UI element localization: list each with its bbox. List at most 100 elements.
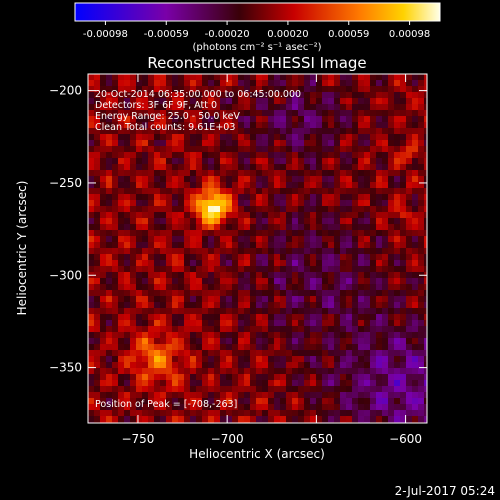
heatmap-cell (382, 362, 389, 369)
heatmap-cell (118, 146, 125, 153)
heatmap-cell (340, 212, 347, 219)
heatmap-cell (160, 146, 167, 153)
heatmap-cell (370, 164, 377, 171)
heatmap-cell (334, 200, 341, 207)
heatmap-cell (352, 128, 359, 135)
heatmap-cell (358, 242, 365, 249)
heatmap-cell (256, 260, 263, 267)
heatmap-cell (226, 302, 233, 309)
heatmap-cell (328, 344, 335, 351)
heatmap-cell (166, 266, 173, 273)
heatmap-cell (292, 134, 299, 141)
heatmap-cell (340, 320, 347, 327)
heatmap-cell (358, 194, 365, 201)
heatmap-cell (274, 368, 281, 375)
heatmap-cell (238, 104, 245, 111)
heatmap-cell (268, 164, 275, 171)
heatmap-cell (286, 404, 293, 411)
heatmap-cell (208, 116, 215, 123)
heatmap-cell (328, 308, 335, 315)
heatmap-cell (280, 320, 287, 327)
heatmap-cell (400, 74, 407, 81)
heatmap-cell (388, 86, 395, 93)
heatmap-cell (262, 314, 269, 321)
heatmap-cell (400, 158, 407, 165)
heatmap-cell (202, 278, 209, 285)
heatmap-cell (346, 110, 353, 117)
heatmap-cell (160, 248, 167, 255)
heatmap-cell (130, 332, 137, 339)
heatmap-cell (196, 230, 203, 237)
heatmap-cell (244, 326, 251, 333)
heatmap-cell (226, 188, 233, 195)
heatmap-cell (136, 188, 143, 195)
heatmap-cell (370, 260, 377, 267)
heatmap-cell (100, 116, 107, 123)
heatmap-cell (376, 92, 383, 99)
heatmap-cell (388, 212, 395, 219)
heatmap-cell (142, 380, 149, 387)
heatmap-cell (112, 260, 119, 267)
heatmap-cell (286, 212, 293, 219)
heatmap-cell (412, 368, 419, 375)
heatmap-cell (94, 362, 101, 369)
heatmap-cell (88, 410, 95, 417)
heatmap-cell (322, 182, 329, 189)
heatmap-cell (424, 218, 427, 225)
heatmap-cell (394, 338, 401, 345)
heatmap-cell (250, 332, 257, 339)
heatmap-cell (358, 236, 365, 243)
heatmap-cell (358, 128, 365, 135)
heatmap-cell (412, 170, 419, 177)
heatmap-cell (268, 320, 275, 327)
heatmap-cell (214, 110, 221, 117)
heatmap-cell (148, 266, 155, 273)
heatmap-cell (178, 98, 185, 105)
heatmap-cell (244, 296, 251, 303)
heatmap-cell (352, 308, 359, 315)
heatmap-cell (298, 104, 305, 111)
heatmap-cell (418, 248, 425, 255)
heatmap-cell (412, 134, 419, 141)
heatmap-cell (376, 398, 383, 405)
heatmap-cell (424, 392, 427, 399)
heatmap-cell (286, 416, 293, 423)
heatmap-cell (346, 98, 353, 105)
heatmap-cell (202, 230, 209, 237)
heatmap-cell (376, 272, 383, 279)
heatmap-cell (292, 152, 299, 159)
heatmap-cell (322, 242, 329, 249)
heatmap-cell (412, 218, 419, 225)
heatmap-cell (178, 206, 185, 213)
heatmap-cell (358, 182, 365, 189)
heatmap-cell (412, 188, 419, 195)
heatmap-cell (154, 260, 161, 267)
heatmap-cell (166, 272, 173, 279)
heatmap-cell (280, 266, 287, 273)
heatmap-cell (118, 290, 125, 297)
heatmap-cell (214, 260, 221, 267)
heatmap-cell (268, 170, 275, 177)
heatmap-cell (112, 116, 119, 123)
heatmap-cell (280, 332, 287, 339)
heatmap-cell (208, 302, 215, 309)
heatmap-cell (166, 212, 173, 219)
heatmap-cell (274, 176, 281, 183)
heatmap-cell (412, 356, 419, 363)
heatmap-cell (406, 170, 413, 177)
heatmap-cell (286, 314, 293, 321)
heatmap-cell (202, 350, 209, 357)
heatmap-cell (250, 128, 257, 135)
heatmap-cell (358, 410, 365, 417)
heatmap-cell (376, 104, 383, 111)
heatmap-cell (160, 272, 167, 279)
heatmap-cell (130, 164, 137, 171)
heatmap-cell (292, 320, 299, 327)
heatmap-cell (418, 170, 425, 177)
heatmap-cell (364, 320, 371, 327)
heatmap-cell (178, 200, 185, 207)
heatmap-cell (274, 332, 281, 339)
heatmap-cell (238, 224, 245, 231)
heatmap-cell (196, 182, 203, 189)
heatmap-cell (178, 380, 185, 387)
